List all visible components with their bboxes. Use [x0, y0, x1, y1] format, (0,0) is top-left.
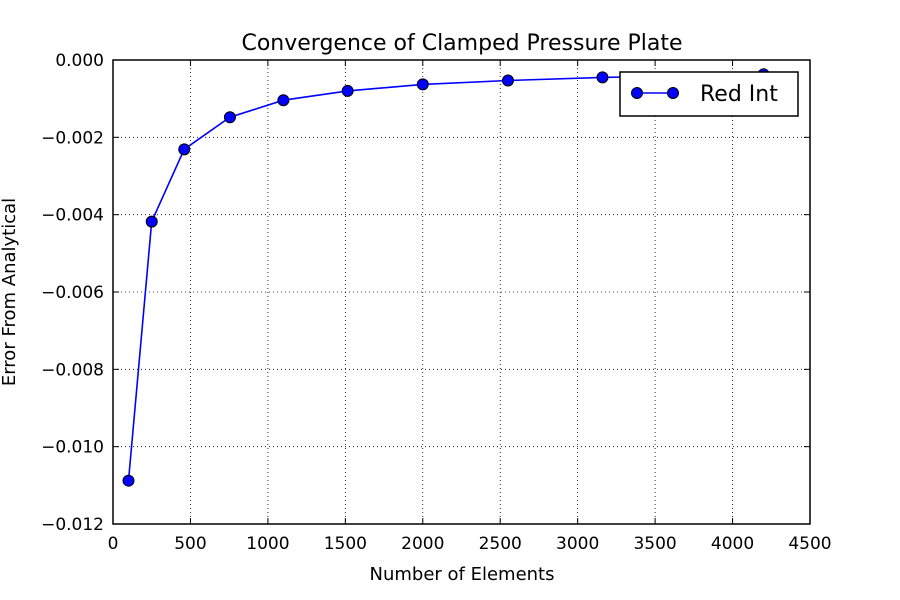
- series-line: [127, 73, 764, 481]
- axis-ticks: 0 500 1000 1500 2000 2500 3000 3500 4000 4500 0.00…: [41, 51, 832, 554]
- chart-title: Convergence of Clamped Pressure Plate: [241, 31, 682, 56]
- y-tick-label: −0.010: [41, 438, 104, 458]
- x-tick-label: 3500: [633, 534, 676, 554]
- x-tick-label: 2500: [479, 534, 522, 554]
- data-point: [596, 71, 609, 84]
- y-tick-label: 0.000: [55, 51, 104, 71]
- legend-marker: [631, 87, 643, 99]
- data-point: [416, 78, 429, 91]
- x-tick-label: 4000: [711, 534, 754, 554]
- y-tick-label: −0.012: [41, 515, 104, 535]
- x-axis-label: Number of Elements: [369, 564, 554, 585]
- x-tick-label: 3000: [556, 534, 599, 554]
- x-tick-label: 2000: [401, 534, 444, 554]
- x-tick-label: 0: [108, 534, 119, 554]
- y-tick-label: −0.002: [41, 128, 104, 148]
- legend: Red Int: [619, 71, 799, 117]
- x-tick-label: 500: [174, 534, 206, 554]
- data-point: [178, 143, 191, 156]
- legend-label: Red Int: [700, 82, 778, 107]
- data-point: [145, 215, 158, 228]
- data-point: [277, 94, 290, 107]
- data-point: [341, 84, 354, 97]
- y-tick-label: −0.006: [41, 283, 104, 303]
- y-tick-label: −0.008: [41, 360, 104, 380]
- x-tick-label: 1000: [246, 534, 289, 554]
- x-tick-label: 1500: [324, 534, 367, 554]
- grid-lines: [113, 60, 810, 524]
- data-point: [223, 111, 236, 124]
- data-point: [122, 474, 135, 487]
- data-point: [501, 74, 514, 87]
- y-tick-label: −0.004: [41, 206, 104, 226]
- legend-marker: [667, 87, 679, 99]
- legend-box: [619, 71, 799, 117]
- x-tick-label: 4500: [788, 534, 831, 554]
- y-axis-label: Error From Analytical: [0, 198, 20, 386]
